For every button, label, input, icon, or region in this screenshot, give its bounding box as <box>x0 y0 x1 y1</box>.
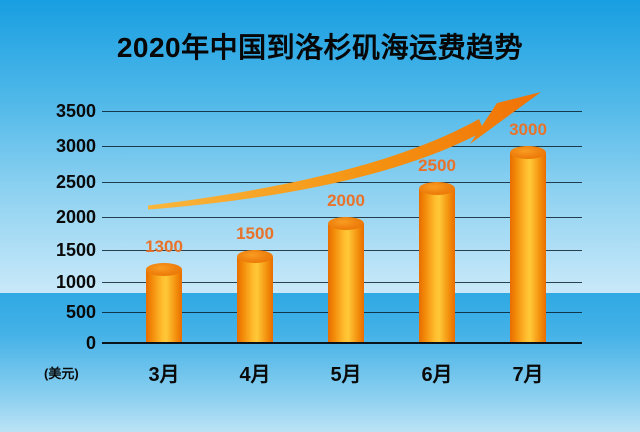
y-axis-tick-label: 1000 <box>55 272 96 292</box>
bar-value-label: 2000 <box>327 191 365 210</box>
bar-value-label: 1300 <box>145 236 183 256</box>
gridline <box>102 146 582 147</box>
y-axis-unit-label: (美元) <box>44 366 79 381</box>
bar-5月 <box>328 223 364 343</box>
x-axis-label: 6月 <box>421 364 453 386</box>
bar-top-ellipse <box>237 250 273 263</box>
bar-top-ellipse <box>146 262 182 276</box>
bar-top-ellipse <box>419 182 455 195</box>
y-axis-tick-label: 2500 <box>55 172 96 192</box>
bar-4月 <box>237 256 273 343</box>
bar-6月 <box>419 188 455 343</box>
gridline <box>102 111 582 112</box>
bar-value-label: 3000 <box>509 120 547 139</box>
y-axis-tick-label: 2000 <box>55 207 96 227</box>
bar-3月 <box>146 269 182 343</box>
x-axis-baseline <box>102 342 582 344</box>
x-axis-label: 4月 <box>239 364 271 386</box>
y-axis-tick-label: 500 <box>65 302 96 322</box>
y-axis-tick-label: 1500 <box>55 240 96 260</box>
y-axis-tick-label: 3000 <box>55 136 96 156</box>
y-axis-tick-label: 3500 <box>55 101 96 121</box>
x-axis-label: 7月 <box>512 364 544 386</box>
bar-value-label: 1500 <box>236 224 274 243</box>
bar-top-ellipse <box>510 146 546 159</box>
x-axis-label: 3月 <box>148 364 180 386</box>
chart-title: 2020年中国到洛杉矶海运费趋势 <box>116 32 524 63</box>
bar-value-label: 2500 <box>418 156 456 175</box>
bar-7月 <box>510 152 546 343</box>
bar-top-ellipse <box>328 217 364 230</box>
y-axis-tick-label: 0 <box>85 333 96 353</box>
x-axis-label: 5月 <box>330 364 362 386</box>
